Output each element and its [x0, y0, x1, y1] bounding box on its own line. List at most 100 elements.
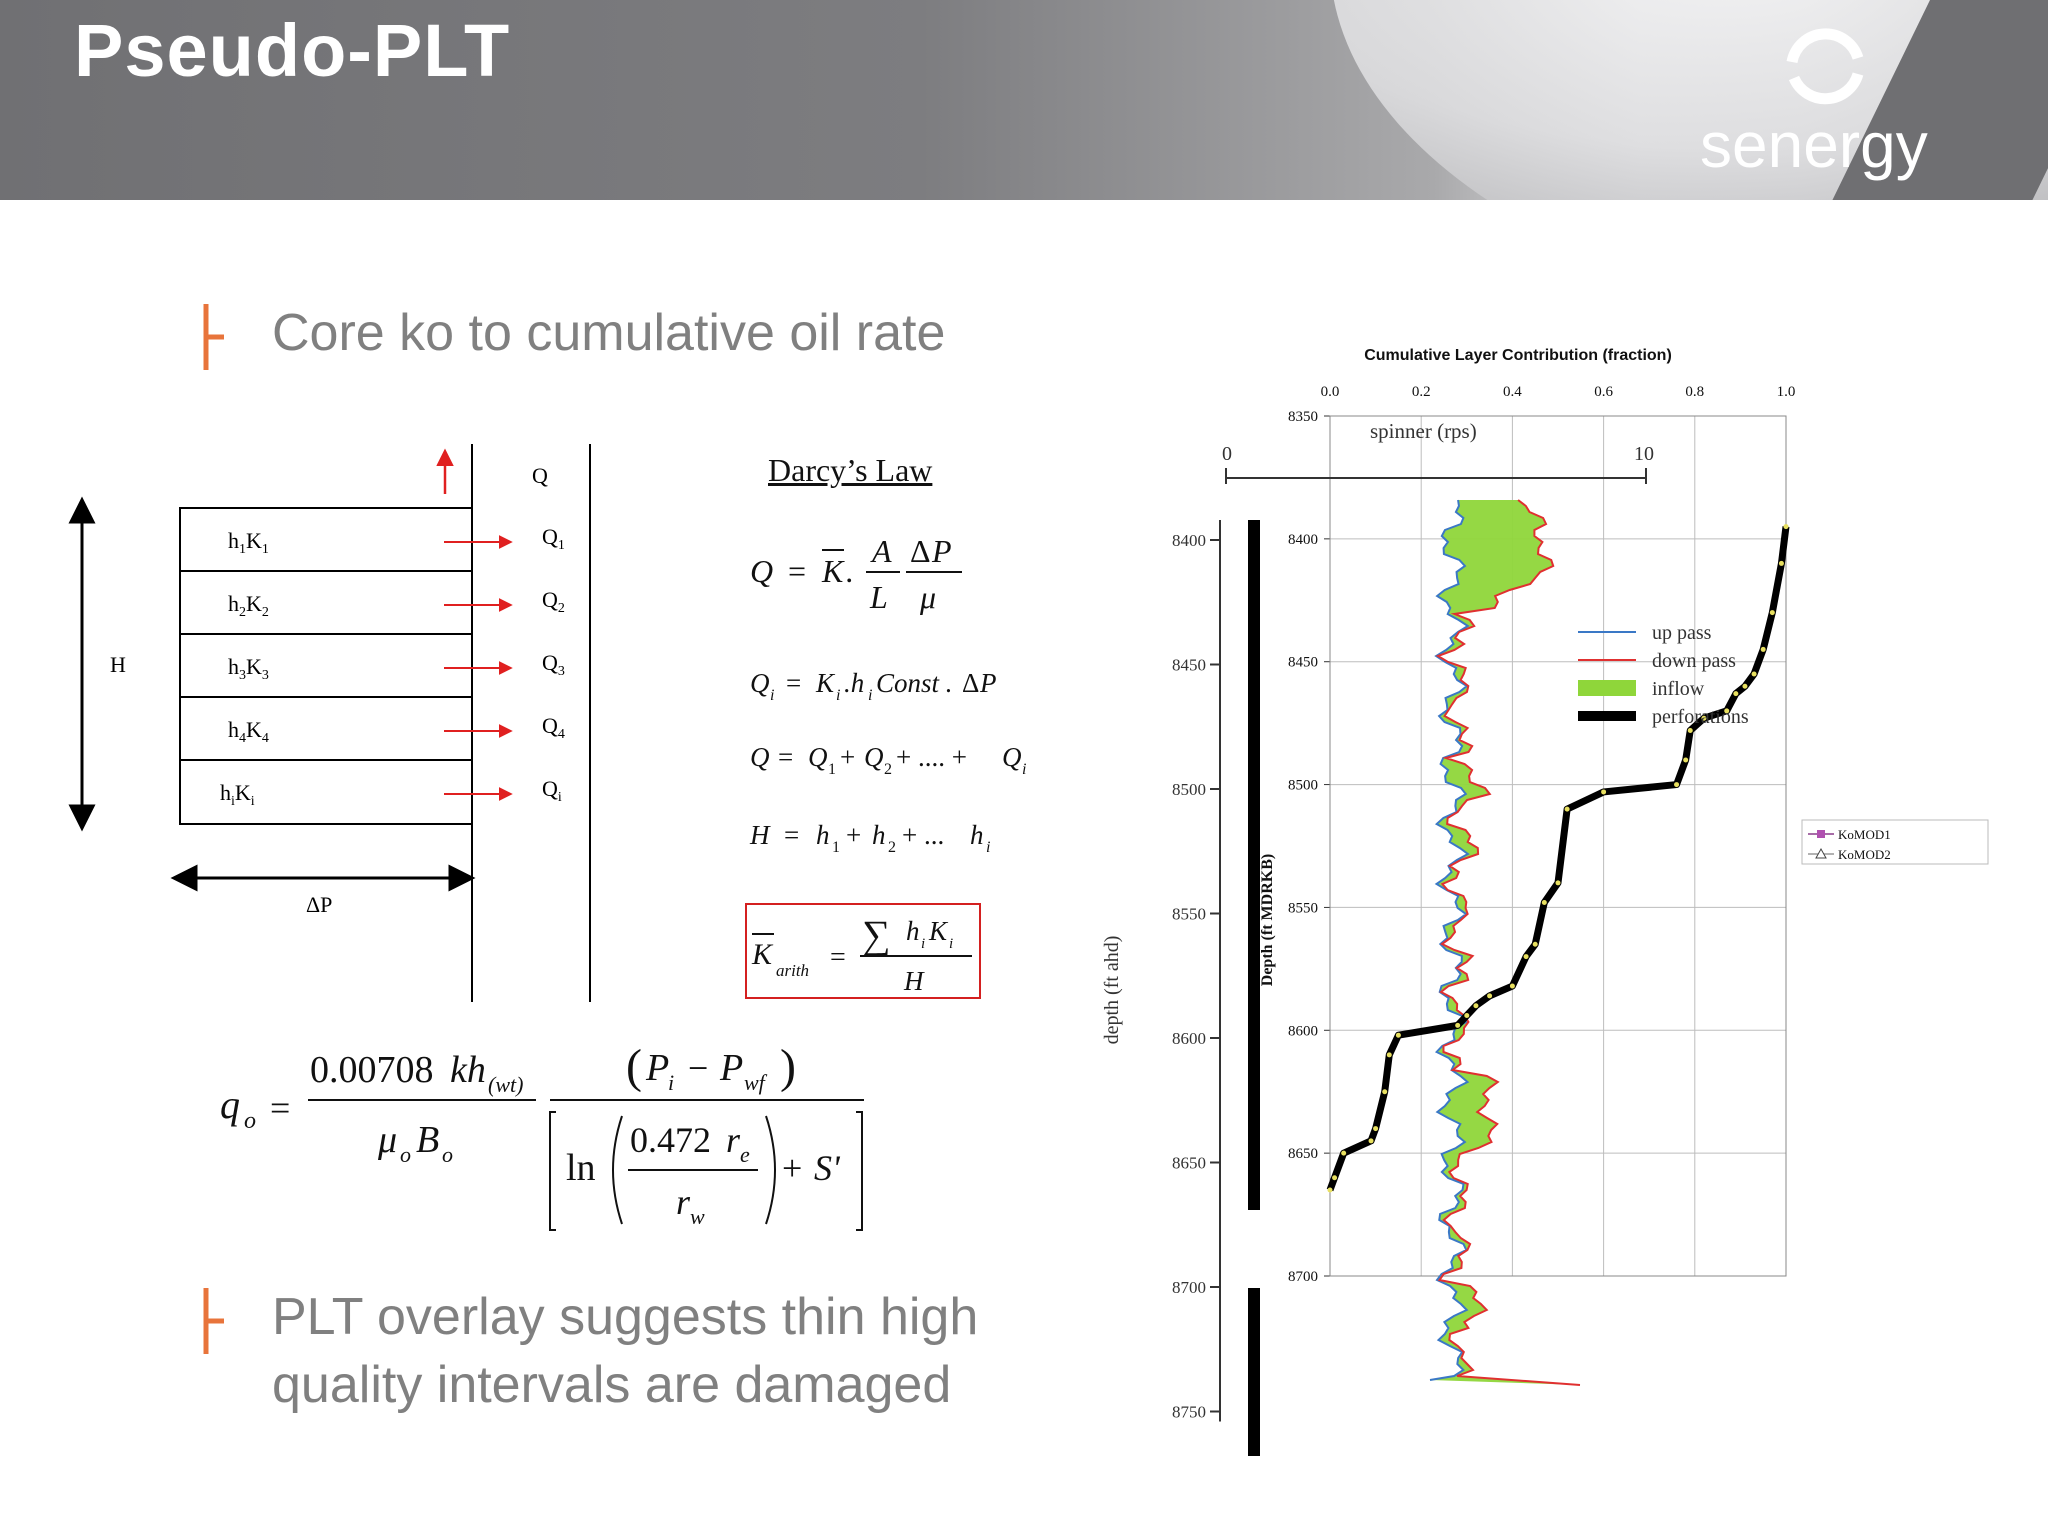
depth-tick-label: 8600	[1172, 1029, 1206, 1048]
bullet-core-ko: Core ko to cumulative oil rate	[272, 304, 946, 362]
slide-title: Pseudo-PLT	[74, 9, 511, 92]
komod2-point	[1783, 524, 1789, 530]
svg-text:h: h	[816, 820, 830, 850]
down-pass-line	[1435, 499, 1581, 1386]
svg-text:H: H	[903, 966, 925, 996]
layer-label: h1K1	[228, 528, 269, 557]
legend-entry: perforations	[1652, 706, 1749, 728]
plt-overlay-chart: Cumulative Layer Contribution (fraction)…	[1101, 347, 1989, 1456]
svg-text:r: r	[726, 1120, 741, 1160]
komod2-point	[1751, 671, 1757, 677]
svg-text:Q: Q	[1002, 742, 1022, 772]
svg-text:−: −	[688, 1048, 708, 1088]
flow-label: Q1	[542, 524, 565, 553]
perforation-bar	[1248, 520, 1260, 1210]
flow-label: Q2	[542, 587, 565, 616]
plot-frame	[1329, 415, 1787, 1277]
komod2-point	[1327, 1187, 1333, 1193]
svg-text:Q: Q	[864, 742, 884, 772]
svg-text:i: i	[836, 687, 840, 704]
y-tick-label: 8550	[1288, 900, 1318, 916]
svg-text:h: h	[970, 820, 984, 850]
spinner-title: spinner (rps)	[1370, 419, 1477, 443]
x-tick-label: 0.6	[1594, 384, 1613, 400]
svg-text:Q: Q	[750, 553, 773, 589]
svg-text:2: 2	[888, 839, 896, 856]
dp-label: ΔP	[306, 892, 332, 917]
y-tick-label: 8600	[1288, 1023, 1318, 1039]
q-label: Q	[532, 463, 548, 488]
komod2-point	[1395, 1032, 1401, 1038]
komod2-point	[1487, 993, 1493, 999]
svg-text:+: +	[840, 742, 855, 772]
svg-text:0.472: 0.472	[630, 1120, 711, 1160]
svg-text:=: =	[784, 820, 799, 850]
legend-marker	[1817, 830, 1825, 838]
svg-text:o: o	[244, 1108, 256, 1134]
svg-text:B: B	[416, 1119, 439, 1161]
svg-text:Δ: Δ	[962, 668, 979, 698]
svg-text:Const .: Const .	[876, 668, 953, 698]
bullet-plt-overlay-line2: quality intervals are damaged	[272, 1356, 952, 1414]
svg-text:Q: Q	[808, 742, 828, 772]
svg-text:=: =	[778, 742, 793, 772]
legend-box	[1801, 819, 1989, 865]
y-axis-label: Depth (ft MDRKB)	[1259, 854, 1276, 986]
svg-text:i: i	[986, 839, 990, 856]
svg-text:P: P	[979, 668, 997, 698]
svg-text:h: h	[872, 820, 886, 850]
svg-text:+: +	[782, 1148, 802, 1188]
legend-swatch	[1578, 680, 1636, 696]
komod2-point	[1724, 708, 1730, 714]
komod2-point	[1509, 983, 1515, 989]
x-tick-label: 1.0	[1777, 384, 1796, 400]
svg-text:2: 2	[884, 761, 892, 778]
svg-text:1: 1	[828, 761, 836, 778]
svg-text:=: =	[786, 668, 801, 698]
depth-tick-label: 8550	[1172, 905, 1206, 924]
komod2-point	[1523, 954, 1529, 960]
komod2-point	[1332, 1175, 1338, 1181]
svg-text:o: o	[442, 1142, 453, 1167]
svg-text:P: P	[931, 533, 952, 569]
komod2-point	[1683, 757, 1689, 763]
x-tick-label: 0.0	[1321, 384, 1340, 400]
layer-label: h4K4	[228, 717, 269, 746]
komod2-point	[1778, 560, 1784, 566]
svg-text:(: (	[626, 1040, 642, 1093]
svg-text:=: =	[788, 553, 806, 589]
svg-text:.h: .h	[844, 668, 864, 698]
svg-text:P: P	[719, 1047, 743, 1089]
perforation-bar	[1248, 1288, 1260, 1456]
up-pass-line	[1429, 499, 1470, 1381]
svg-text:i: i	[949, 936, 953, 952]
svg-text:=: =	[830, 942, 846, 973]
svg-text:μ: μ	[377, 1119, 397, 1161]
flow-label: Qi	[542, 776, 562, 805]
svg-text:+: +	[846, 820, 861, 850]
y-tick-label: 8450	[1288, 655, 1318, 671]
y-tick-label: 8500	[1288, 778, 1318, 794]
komod2-point	[1601, 789, 1607, 795]
spinner-min-label: 0	[1222, 443, 1232, 465]
komod2-point	[1473, 1003, 1479, 1009]
svg-text:Q: Q	[750, 742, 770, 772]
komod2-point	[1742, 683, 1748, 689]
svg-text:wf: wf	[744, 1070, 768, 1095]
svg-text:i: i	[1022, 761, 1026, 778]
depth-tick-label: 8450	[1172, 656, 1206, 675]
bullet-marker-icon	[203, 1288, 224, 1354]
svg-text:.: .	[846, 553, 854, 589]
svg-text:∑: ∑	[862, 912, 891, 957]
flow-label: Q4	[542, 713, 565, 742]
y-tick-label: 8650	[1288, 1146, 1318, 1162]
svg-text:L: L	[869, 579, 888, 615]
komod2-point	[1341, 1150, 1347, 1156]
svg-text:+ ...: + ...	[902, 820, 944, 850]
komod2-point	[1555, 880, 1561, 886]
svg-text:=: =	[270, 1088, 290, 1128]
svg-text:+ .... +: + .... +	[896, 742, 967, 772]
svg-text:kh: kh	[450, 1049, 486, 1091]
